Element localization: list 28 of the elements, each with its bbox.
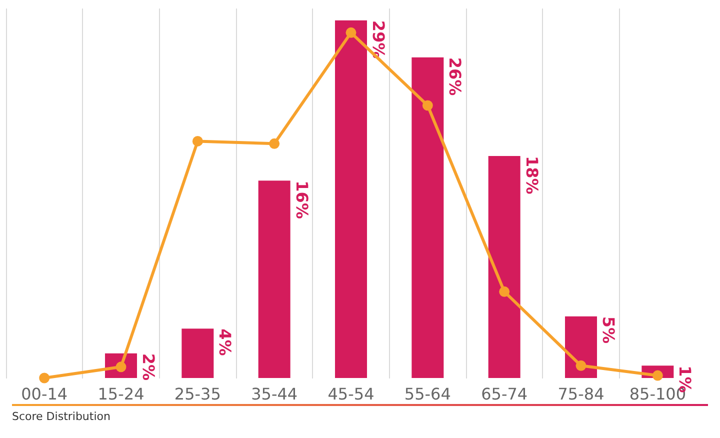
x-tick-label: 15-24 [98, 384, 144, 404]
point [269, 138, 280, 149]
bar [488, 156, 520, 378]
x-tick-label: 55-64 [404, 384, 451, 404]
bar [258, 180, 290, 378]
bar [182, 328, 214, 378]
data-label: 5% [599, 316, 618, 344]
x-tick-label: 00-14 [21, 384, 68, 404]
x-tick-label: 25-35 [174, 384, 221, 404]
x-tick-label: 75-84 [558, 384, 604, 404]
point [576, 360, 586, 371]
x-tick-label: 65-74 [481, 384, 528, 404]
bar [565, 316, 597, 378]
x-tick-label: 45-54 [328, 384, 374, 404]
point [346, 27, 356, 38]
point [499, 286, 510, 297]
text: Score Distribution [12, 410, 112, 423]
point [422, 100, 433, 111]
bar [412, 57, 444, 378]
data-label: 16% [292, 180, 312, 219]
x-tick-label: 35-44 [251, 384, 298, 404]
bar [335, 20, 367, 378]
data-label: 18% [522, 156, 542, 194]
point [39, 372, 50, 384]
data-label: 26% [446, 57, 465, 96]
point [192, 136, 203, 146]
data-label: 2% [139, 353, 158, 381]
data-label: 4% [216, 328, 235, 356]
